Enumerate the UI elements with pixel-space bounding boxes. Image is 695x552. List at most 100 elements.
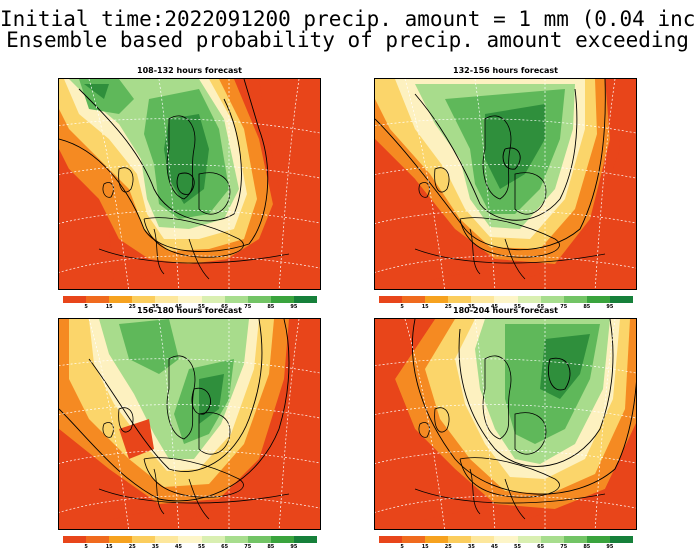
lat-lon-gridline [375,164,636,179]
colorbar-label: 35 [467,304,475,310]
colorbar-segment [270,536,294,543]
probability-map [58,318,321,530]
colorbar-segment [609,296,634,303]
colorbar-label: 95 [290,304,298,310]
map-svg [375,79,636,289]
colorbar-label: 85 [267,304,275,310]
colorbar-label: 65 [537,304,545,310]
lat-lon-gridline [375,358,636,374]
colorbar-segment [402,296,426,303]
colorbar-segment [471,296,495,303]
coastline [98,488,290,504]
colorbar-segment [448,536,472,543]
lat-lon-gridline [375,449,636,464]
colorbar-segment [379,296,403,303]
coastline [414,488,606,504]
contour-line [411,319,636,495]
contour-line [375,79,606,251]
colorbar-label: 15 [421,304,429,310]
lat-lon-gridline [88,79,130,289]
lat-lon-gridline [59,404,320,419]
probability-region-darkgreen [199,374,224,424]
contour-line [78,88,242,222]
contour-line [88,319,263,472]
colorbar-segment [293,296,318,303]
coastline [504,478,526,520]
coastline [418,182,430,198]
colorbar-segment [540,296,564,303]
contour-line [191,387,211,415]
colorbar-segment [86,536,110,543]
map-svg [59,79,320,289]
colorbar-segment [517,536,541,543]
colorbar-segment [178,296,202,303]
chart-title-line-2: Ensemble based probability of precip. am… [6,28,689,52]
colorbar-labels: 5 15 25 35 45 55 65 75 85 95 [379,304,633,312]
contour-line [59,319,290,502]
probability-map [374,78,637,290]
colorbar-segment [563,536,587,543]
colorbar-segment [178,536,202,543]
lat-lon-gridline [375,118,636,134]
probability-region-red [59,319,320,529]
coastline [434,407,450,433]
probability-region-darkgreen [540,334,590,399]
coastline [504,238,526,280]
colorbar-segment [563,296,587,303]
colorbar [379,536,634,543]
probability-map [58,78,321,290]
colorbar-segment [471,536,495,543]
colorbar-label: 45 [490,304,498,310]
lat-lon-gridline [59,495,320,513]
colorbar-label: 85 [583,304,591,310]
coastline [418,422,430,438]
probability-region-red [375,79,636,289]
lat-lon-gridline [59,209,320,224]
probability-map [374,318,637,530]
coastline [166,355,196,440]
colorbar-segment [201,536,225,543]
colorbar-segment [448,296,472,303]
colorbar-segment [132,296,156,303]
coastline [143,217,244,258]
coastline [434,167,450,193]
colorbar [63,296,318,303]
colorbar-label: 55 [514,304,522,310]
colorbar-segment [609,536,634,543]
lat-lon-gridline [404,319,446,529]
colorbar-segment [247,296,271,303]
colorbar-segment [63,536,87,543]
lat-lon-gridline [158,79,180,289]
colorbar-label: 25 [444,304,452,310]
contour-line [502,147,521,170]
colorbar-segment [132,536,156,543]
lat-lon-gridline [88,319,130,529]
colorbar-label: 55 [198,304,206,310]
lat-lon-gridline [474,319,496,529]
coastline [153,228,165,275]
colorbar-segment [379,536,403,543]
coastline [143,457,244,498]
chart-title-line-1: Initial time:2022091200 precip. amount =… [0,7,695,31]
colorbar-segment [494,296,518,303]
panel-title: 156-180 hours forecast [137,306,242,315]
colorbar-segment [425,296,449,303]
colorbar-labels: 5 15 25 35 45 55 65 75 85 95 [63,544,317,552]
colorbar-label: 25 [128,304,136,310]
panel-title: 180-204 hours forecast [453,306,558,315]
lat-lon-gridline [59,449,320,464]
probability-region-darkgreen [84,84,209,204]
coastline [482,355,512,440]
colorbar-segment [155,536,179,543]
colorbar-segment [494,536,518,543]
colorbar-label: 35 [151,304,159,310]
colorbar-label: 65 [221,304,229,310]
colorbar-segment [540,536,564,543]
contour-line [458,319,614,467]
colorbar-segment [586,296,610,303]
probability-region-red [375,319,636,529]
coastline [188,478,210,520]
lat-lon-gridline [375,404,636,419]
coastline [482,115,512,200]
contour-line [59,79,269,252]
